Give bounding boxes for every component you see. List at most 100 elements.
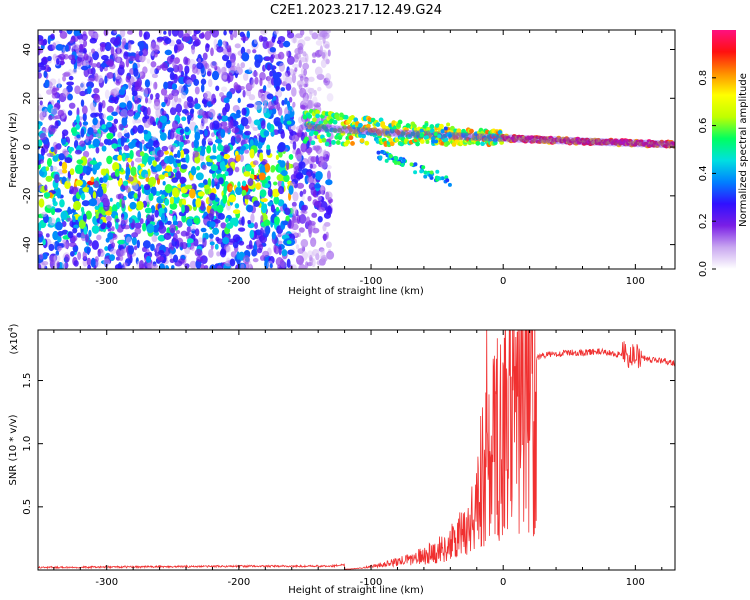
heatmap-band-cell [343, 114, 349, 120]
heatmap-band-halo [534, 135, 543, 144]
heatmap-noise-cell [50, 165, 58, 172]
heatmap-noise-cell [122, 180, 129, 186]
heatmap-noise-cell [120, 248, 126, 257]
heatmap-noise-cell [219, 160, 226, 171]
heatmap-noise-cell [296, 255, 304, 266]
heatmap-noise-cell [210, 60, 218, 69]
heatmap-noise-cell [81, 200, 90, 207]
snr-panel: -300 -200 -100 0 100 0.5 1.0 1.5 Height of str… [7, 323, 676, 596]
heatmap-noise-cell [144, 79, 151, 88]
heatmap-noise-cell [89, 102, 96, 111]
heatmap-noise-cell [47, 35, 51, 45]
heatmap-noise-cell [229, 185, 233, 192]
heatmap-band-halo [467, 132, 476, 141]
heatmap-noise-cell [57, 78, 61, 89]
heatmap-noise-cell [261, 158, 268, 165]
heatmap-noise-cell [284, 70, 291, 77]
heatmap-band-halo [308, 123, 317, 132]
heatmap-noise-cell [83, 53, 89, 61]
heatmap-noise-cell [69, 185, 74, 195]
heatmap-noise-cell [271, 67, 275, 74]
heatmap-noise-cell [76, 134, 81, 139]
heatmap-noise-cell [211, 178, 215, 188]
snr-x-ticks: -300 -200 -100 0 100 [53, 330, 663, 588]
heatmap-noise-cell [180, 242, 188, 250]
heatmap-noise-cell [169, 71, 175, 81]
heatmap-noise-cell [277, 106, 283, 116]
heatmap-noise-cell [171, 177, 179, 183]
heatmap-band-halo [408, 129, 417, 138]
heatmap-noise-cell [247, 219, 252, 225]
heatmap-noise-cell [173, 92, 179, 103]
heatmap-noise-cell [210, 132, 215, 138]
heatmap-noise-cell [234, 43, 241, 49]
heatmap-band-halo [503, 134, 512, 143]
heatmap-noise-cell [190, 245, 195, 252]
heatmap-noise-cell [242, 89, 246, 98]
heatmap-noise-cell [291, 73, 297, 84]
heatmap-noise-cell [188, 30, 192, 35]
heatmap-noise-cell [135, 257, 139, 265]
heatmap-noise-cell [54, 120, 59, 129]
heatmap-noise-cell [38, 123, 41, 130]
heatmap-noise-cell [153, 81, 158, 90]
heatmap-noise-cell [106, 155, 113, 165]
heatmap-noise-cell [282, 220, 289, 226]
heatmap-noise-cell [245, 165, 252, 172]
heatmap-noise-cell [272, 72, 281, 80]
heatmap-noise-cell [309, 163, 313, 169]
heatmap-noise-cell [248, 67, 253, 73]
heatmap-noise-cell [150, 41, 157, 52]
heatmap-noise-cell [240, 263, 245, 269]
heatmap-noise-cell [268, 256, 275, 265]
heatmap-noise-cell [223, 42, 227, 52]
heatmap-band-cell [442, 133, 447, 139]
heatmap-noise-cell [73, 202, 77, 210]
heatmap-noise-cell [70, 126, 78, 134]
heatmap-noise-cell [104, 75, 108, 84]
heatmap-noise-cell [225, 217, 229, 223]
heatmap-noise-cell [253, 38, 258, 45]
heatmap-band-halo [574, 137, 583, 146]
heatmap-noise-cell [298, 227, 305, 233]
heatmap-noise-cell [58, 161, 63, 167]
heatmap-noise-cell [99, 218, 103, 225]
heatmap-noise-cell [163, 232, 172, 240]
heatmap-noise-cell [313, 183, 322, 189]
heatmap-noise-cell [240, 145, 247, 151]
heatmap-noise-cell [240, 36, 249, 42]
heatmap-noise-cell [200, 122, 205, 130]
heatmap-noise-cell [273, 76, 282, 87]
heatmap-noise-cell [200, 83, 205, 93]
heatmap-band-halo [396, 129, 405, 138]
heatmap-band-cell [348, 127, 354, 133]
heatmap-noise-cell [204, 128, 208, 137]
heatmap-band-cell [492, 137, 498, 143]
heatmap-band-halo [641, 139, 650, 148]
heatmap-noise-cell [180, 149, 185, 159]
heatmap-noise-cell [61, 161, 68, 171]
heatmap-noise-cell [72, 68, 78, 74]
heatmap-band-cell [419, 139, 425, 144]
heatmap-noise-cell [190, 108, 195, 114]
heatmap-burst-cell [430, 128, 435, 133]
heatmap-noise-cell [311, 251, 315, 258]
heatmap-noise-cell [156, 149, 164, 158]
heatmap-noise-cell [175, 103, 183, 114]
heatmap-noise-cell [317, 206, 326, 213]
heatmap-burst-cell [420, 133, 425, 138]
heatmap-noise-cell [111, 111, 118, 117]
heatmap-noise-cell [42, 127, 49, 134]
heatmap-band-halo [352, 126, 361, 135]
heatmap-noise-cell [197, 58, 202, 64]
heatmap-band-halo [356, 126, 365, 135]
heatmap-noise-cell [200, 227, 207, 233]
heatmap-noise-cell [66, 217, 72, 222]
heatmap-noise-cell [89, 198, 98, 207]
heatmap-noise-cell [167, 155, 175, 165]
heatmap-noise-cell [291, 205, 297, 216]
heatmap-noise-cell [172, 220, 179, 226]
heatmap-noise-cell [106, 139, 113, 146]
heatmap-band-cell [672, 142, 675, 146]
